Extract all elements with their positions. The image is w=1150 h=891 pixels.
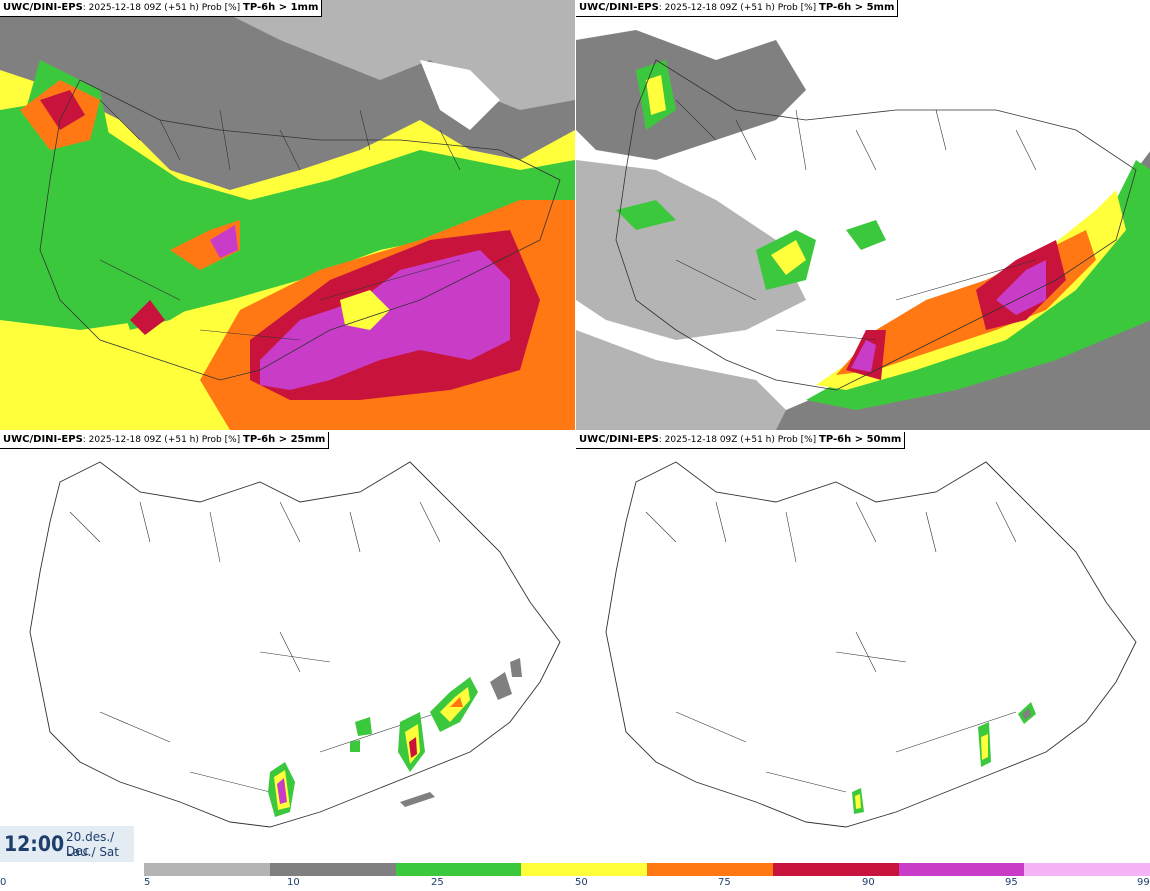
legend-tick-label: 95: [1005, 877, 1018, 888]
map-panel-1mm: UWC/DINI-EPS: 2025-12-18 09Z (+51 h) Pro…: [0, 0, 575, 430]
probability-map-1mm: [0, 0, 575, 430]
panel-header: UWC/DINI-EPS: 2025-12-18 09Z (+51 h) Pro…: [0, 432, 329, 449]
legend-swatch: [1024, 863, 1150, 876]
valid-time: 12:00: [4, 832, 64, 856]
legend-tick-label: 99: [1137, 877, 1150, 888]
model-name: UWC/DINI-EPS: [3, 434, 83, 445]
legend-swatch: [270, 863, 396, 876]
color-legend: [144, 863, 1150, 876]
legend-tick-label: 90: [862, 877, 875, 888]
run-info: : 2025-12-18 09Z (+51 h) Prob [%]: [659, 3, 816, 13]
panel-header: UWC/DINI-EPS: 2025-12-18 09Z (+51 h) Pro…: [0, 0, 322, 17]
map-panel-5mm: UWC/DINI-EPS: 2025-12-18 09Z (+51 h) Pro…: [576, 0, 1150, 430]
run-info: : 2025-12-18 09Z (+51 h) Prob [%]: [83, 435, 240, 445]
panel-header: UWC/DINI-EPS: 2025-12-18 09Z (+51 h) Pro…: [576, 0, 898, 17]
legend-swatch: [647, 863, 773, 876]
legend-tick-label: 75: [718, 877, 731, 888]
probability-map-5mm: [576, 0, 1150, 430]
map-panel-50mm: UWC/DINI-EPS: 2025-12-18 09Z (+51 h) Pro…: [576, 432, 1150, 862]
legend-swatch: [899, 863, 1025, 876]
run-info: : 2025-12-18 09Z (+51 h) Prob [%]: [83, 3, 240, 13]
legend-swatch: [396, 863, 522, 876]
legend-tick-label: 50: [575, 877, 588, 888]
legend-tick-label: 10: [287, 877, 300, 888]
legend-tick-label: 5: [144, 877, 150, 888]
valid-day: Lau./ Sat: [66, 845, 119, 859]
variable-label: TP-6h > 25mm: [243, 434, 325, 445]
map-panel-25mm: UWC/DINI-EPS: 2025-12-18 09Z (+51 h) Pro…: [0, 432, 575, 862]
variable-label: TP-6h > 50mm: [819, 434, 901, 445]
panel-header: UWC/DINI-EPS: 2025-12-18 09Z (+51 h) Pro…: [576, 432, 905, 449]
valid-time-box: 12:00 20.des./ Dec Lau./ Sat: [0, 826, 134, 862]
legend-swatch: [521, 863, 647, 876]
legend-tick-label: 0: [0, 877, 6, 888]
probability-map-25mm: [0, 432, 575, 862]
probability-map-50mm: [576, 432, 1150, 862]
variable-label: TP-6h > 1mm: [243, 2, 318, 13]
legend-tick-label: 25: [431, 877, 444, 888]
legend-swatch: [144, 863, 270, 876]
variable-label: TP-6h > 5mm: [819, 2, 894, 13]
legend-swatch: [773, 863, 899, 876]
model-name: UWC/DINI-EPS: [579, 2, 659, 13]
model-name: UWC/DINI-EPS: [3, 2, 83, 13]
model-name: UWC/DINI-EPS: [579, 434, 659, 445]
run-info: : 2025-12-18 09Z (+51 h) Prob [%]: [659, 435, 816, 445]
